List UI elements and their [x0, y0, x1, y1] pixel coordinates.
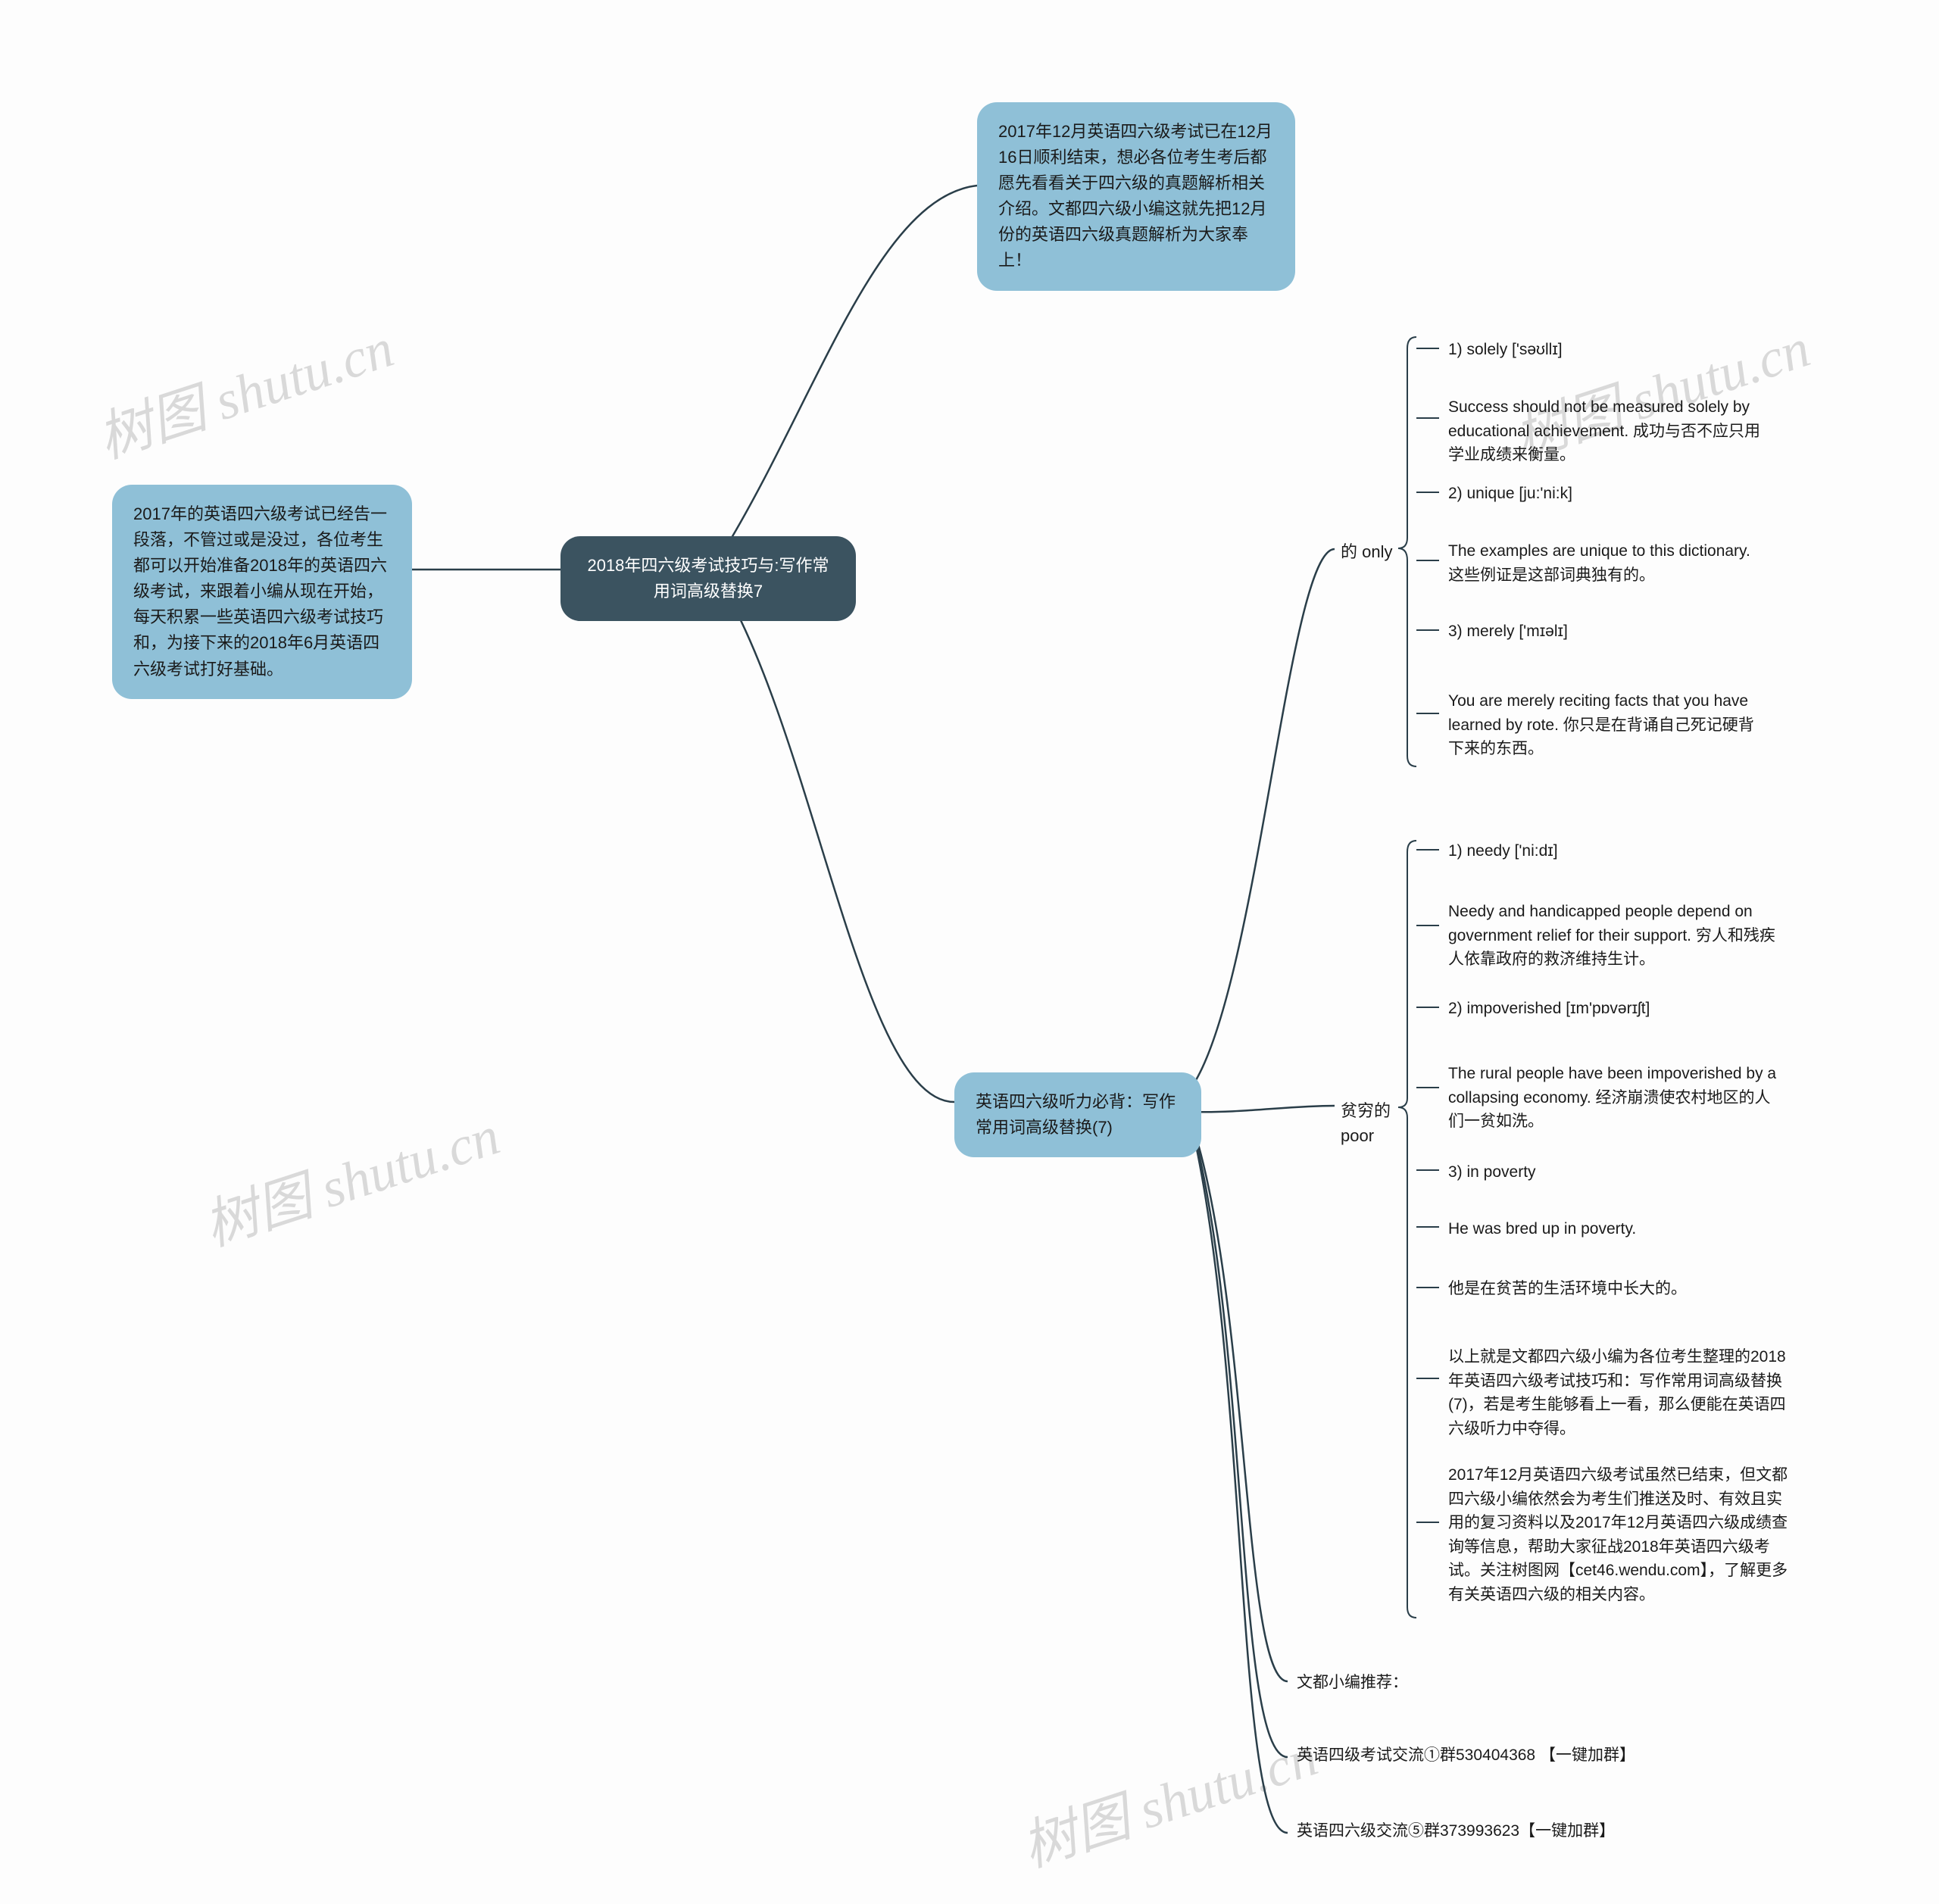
leaf-only-1: 1) solely ['səʊllɪ] [1445, 336, 1771, 364]
leaf-poor-7: 他是在贫苦的生活环境中长大的。 [1445, 1275, 1786, 1303]
section-node: 英语四六级听力必背：写作常用词高级替换(7) [954, 1072, 1201, 1157]
left-callout: 2017年的英语四六级考试已经告一段落，不管过或是没过，各位考生都可以开始准备2… [112, 485, 412, 699]
tail-3: 英语四六级交流⑤群373993623【一键加群】 [1294, 1818, 1657, 1845]
leaf-only-5: 3) merely ['mɪəlɪ] [1445, 618, 1771, 645]
leaf-poor-2: Needy and handicapped people depend on g… [1445, 898, 1786, 973]
leaf-only-6: You are merely reciting facts that you h… [1445, 688, 1771, 763]
watermark: 树图 shutu.cn [192, 1091, 508, 1261]
leaf-poor-9: 2017年12月英语四六级考试虽然已结束，但文都四六级小编依然会为考生们推送及时… [1445, 1462, 1798, 1608]
tail-2: 英语四级考试交流①群530404368 【一键加群】 [1294, 1742, 1657, 1769]
group-only-label: 的 only [1336, 536, 1404, 567]
leaf-only-4: The examples are unique to this dictiona… [1445, 538, 1771, 588]
leaf-poor-8: 以上就是文都四六级小编为各位考生整理的2018年英语四六级考试技巧和：写作常用词… [1445, 1344, 1798, 1442]
watermark: 树图 shutu.cn [86, 303, 402, 473]
tail-1: 文都小编推荐： [1294, 1669, 1657, 1696]
leaf-poor-4: The rural people have been impoverished … [1445, 1060, 1786, 1135]
leaf-only-2: Success should not be measured solely by… [1445, 394, 1771, 469]
leaf-poor-1: 1) needy ['ni:dɪ] [1445, 838, 1786, 865]
root-node: 2018年四六级考试技巧与:写作常用词高级替换7 [560, 536, 856, 621]
leaf-only-3: 2) unique [ju:'ni:k] [1445, 480, 1771, 507]
watermark: 树图 shutu.cn [1010, 1712, 1326, 1882]
mindmap-canvas: 树图 shutu.cn 树图 shutu.cn 树图 shutu.cn 树图 s… [0, 0, 1939, 1904]
leaf-poor-6: He was bred up in poverty. [1445, 1216, 1786, 1243]
leaf-poor-5: 3) in poverty [1445, 1159, 1786, 1186]
leaf-poor-3: 2) impoverished [ɪm'pɒvərɪʃt] [1445, 995, 1786, 1022]
group-poor-label: 贫穷的 poor [1336, 1095, 1427, 1151]
top-right-note: 2017年12月英语四六级考试已在12月16日顺利结束，想必各位考生考后都愿先看… [977, 102, 1295, 291]
